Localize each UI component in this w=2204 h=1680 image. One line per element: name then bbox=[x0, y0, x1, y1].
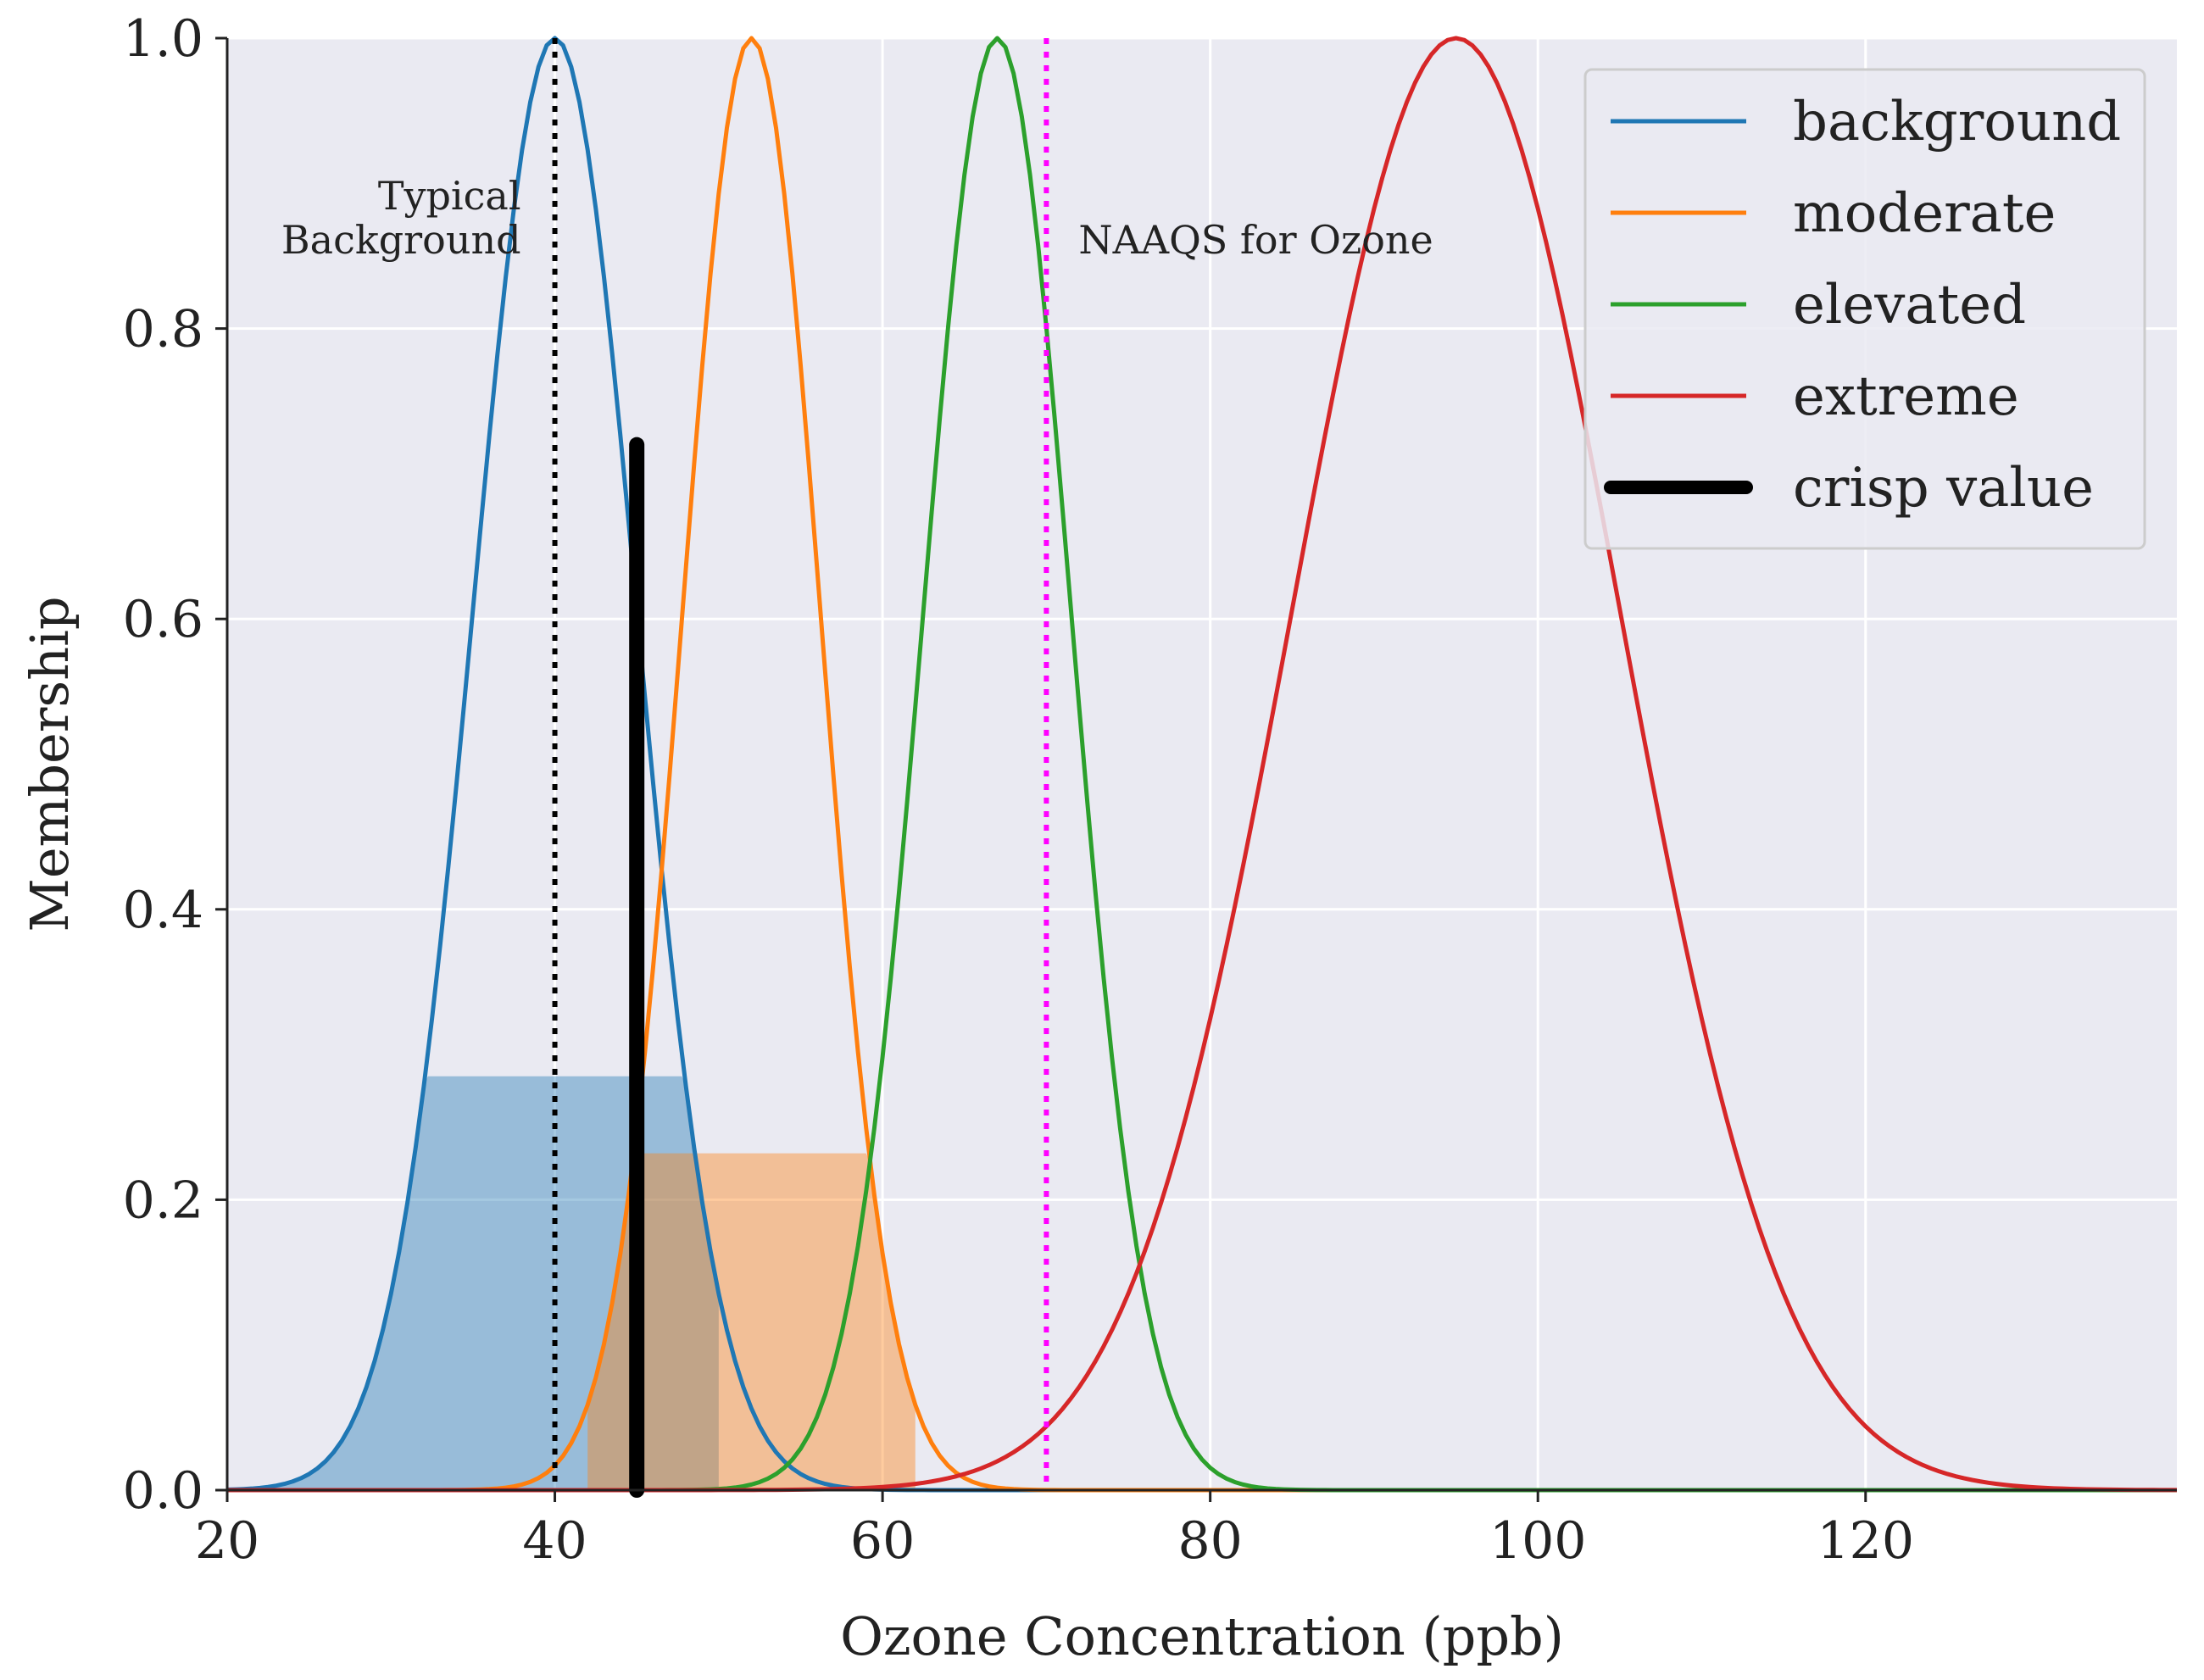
y-tick-label: 0.8 bbox=[123, 300, 203, 359]
annotation-typical-background: Typical Background bbox=[281, 173, 521, 263]
legend-label: moderate bbox=[1793, 182, 2056, 245]
legend-box bbox=[1583, 68, 2146, 550]
x-tick-label: 120 bbox=[1817, 1511, 1915, 1571]
x-tick-label: 40 bbox=[522, 1511, 587, 1571]
y-tick-label: 0.2 bbox=[123, 1171, 203, 1230]
legend-label: background bbox=[1793, 91, 2121, 153]
x-tick-label: 20 bbox=[195, 1511, 259, 1571]
legend-label: extreme bbox=[1793, 365, 2019, 428]
x-tick-label: 80 bbox=[1177, 1511, 1242, 1571]
y-tick-label: 0.4 bbox=[123, 881, 203, 940]
x-tick-label: 60 bbox=[850, 1511, 915, 1571]
x-axis-label: Ozone Concentration (ppb) bbox=[840, 1605, 1564, 1667]
fill-moderate bbox=[587, 1153, 916, 1490]
legend-label: elevated bbox=[1793, 274, 2026, 337]
y-axis-label: Membership bbox=[19, 596, 81, 932]
legend-label: crisp value bbox=[1793, 457, 2094, 520]
y-tick-label: 0.0 bbox=[123, 1461, 203, 1521]
y-tick-label: 1.0 bbox=[123, 9, 203, 69]
annotation-line: Background bbox=[281, 217, 521, 263]
fill-background bbox=[227, 1076, 719, 1490]
annotation-line: Typical bbox=[378, 173, 521, 219]
y-tick-label: 0.6 bbox=[123, 590, 203, 649]
x-tick-label: 100 bbox=[1489, 1511, 1587, 1571]
annotation-naaqs: NAAQS for Ozone bbox=[1078, 217, 1433, 263]
